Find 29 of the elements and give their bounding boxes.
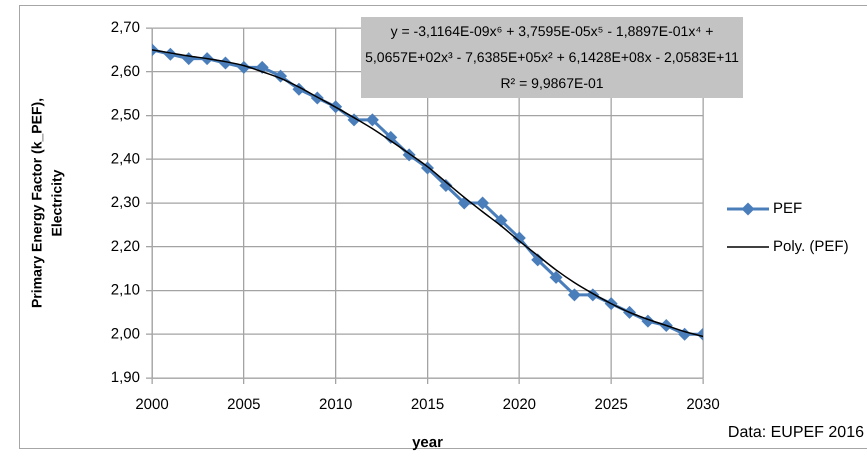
text: Data: EUPEF 2016: [728, 424, 864, 442]
x-tick-label: 2000: [135, 396, 169, 414]
x-tick-label: 2030: [686, 396, 720, 414]
x-tick-label: 2010: [318, 396, 352, 414]
y-axis-title: Primary Energy Factor (k_PEF), Electricity: [28, 98, 64, 308]
annotation: R² = 9,9867E-01: [499, 74, 605, 93]
y-tick-label: 2,20: [110, 238, 140, 255]
y-tick-label: 2,70: [110, 19, 140, 36]
x-axis-title: year: [412, 434, 444, 452]
y-tick-label: 2,50: [110, 106, 140, 124]
y-tick-label: 2,00: [110, 325, 140, 342]
y-tick-label: 2,60: [110, 62, 140, 80]
y-tick-label: 1,90: [110, 369, 140, 386]
note-box: y = -3,1164E-09x⁶ + 3,7595E-05x⁵ - 1,8897E-01x⁴ + 5,0657E+02x³ - 7,6385E+05x² + 6,1428E+08x - 2,0583E+11 R² = 9,9867E-01: [361, 17, 743, 98]
point: [550, 270, 563, 284]
y-tick-label: 2,10: [110, 282, 140, 299]
point: [568, 288, 581, 302]
x-tick-label: 2025: [594, 396, 628, 414]
point: [366, 113, 379, 126]
point: [476, 196, 490, 210]
annotation: y = -3,1164E-09x⁶ + 3,7595E-05x⁵ - 1,8897E-01x⁴ + 5,0657E+02x³ - 7,6385E+05x² + 6,1428E+08x - 2,0583E+11: [364, 22, 740, 67]
y-tick-label: 2,40: [110, 150, 140, 168]
legend-label: Poly. (PEF): [773, 238, 849, 256]
x-tick-label: 2020: [502, 396, 536, 414]
x-tick-label: 2005: [227, 396, 261, 414]
point: [458, 196, 471, 210]
y-tick-label: 2,30: [110, 194, 140, 212]
legend-label: PEF: [773, 200, 802, 218]
x-tick-label: 2015: [410, 396, 444, 414]
